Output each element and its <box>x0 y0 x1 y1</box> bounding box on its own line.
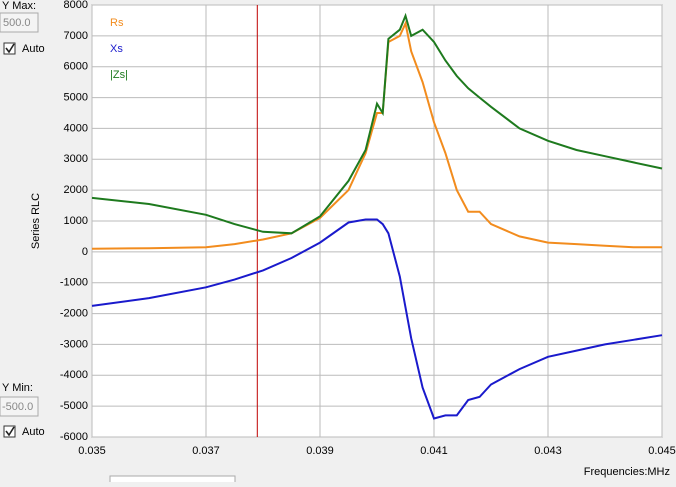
scrollbar[interactable] <box>109 475 236 485</box>
check <box>5 426 15 437</box>
ymax-label: Y Max: <box>2 0 36 12</box>
x-tick-label: 0.037 <box>192 445 220 457</box>
series-line <box>91 20 662 250</box>
x-tick-label: 0.045 <box>648 445 676 457</box>
y-tick-label: 6000 <box>64 61 88 73</box>
x-tick-label: 0.039 <box>306 445 334 457</box>
series-line <box>91 218 663 420</box>
y-tick-label: 5000 <box>64 91 88 103</box>
y-tick-label: -3000 <box>60 338 88 350</box>
y-tick-label: -4000 <box>60 369 88 381</box>
y-tick-label: -6000 <box>60 431 88 443</box>
y-tick-label: -2000 <box>60 307 88 319</box>
y-tick-label: 7000 <box>64 30 88 42</box>
check <box>5 43 15 54</box>
legend-entry: |Zs| <box>110 69 128 81</box>
ymin-auto-checkbox[interactable] <box>3 425 16 438</box>
ymax-auto-checkbox[interactable] <box>3 42 16 55</box>
ymin-auto-label: Auto <box>22 426 45 438</box>
y-tick-label: 3000 <box>64 153 88 165</box>
ymin-value: -500.0 <box>2 401 33 413</box>
y-tick-label: 4000 <box>64 122 88 134</box>
y-tick-label: 8000 <box>64 0 88 11</box>
legend-entry: Rs <box>110 17 124 29</box>
series-line <box>91 12 663 235</box>
y-axis-title: Series RLC <box>30 193 42 249</box>
x-tick-label: 0.035 <box>78 445 106 457</box>
ymax-input[interactable] <box>0 12 39 33</box>
ymax-value: 500.0 <box>3 17 31 29</box>
ymin-label: Y Min: <box>2 382 33 394</box>
x-tick-label: 0.041 <box>420 445 448 457</box>
x-axis-title: Frequencies:MHz <box>584 466 670 478</box>
x-tick-label: 0.043 <box>534 445 562 457</box>
y-tick-label: 1000 <box>64 215 88 227</box>
legend-entry: Xs <box>110 43 123 55</box>
y-tick-label: 2000 <box>64 184 88 196</box>
y-tick-label: -5000 <box>60 400 88 412</box>
y-tick-label: 0 <box>82 246 88 258</box>
ymax-auto-label: Auto <box>22 43 45 55</box>
ymin-input[interactable] <box>0 396 39 417</box>
y-tick-label: -1000 <box>60 277 88 289</box>
